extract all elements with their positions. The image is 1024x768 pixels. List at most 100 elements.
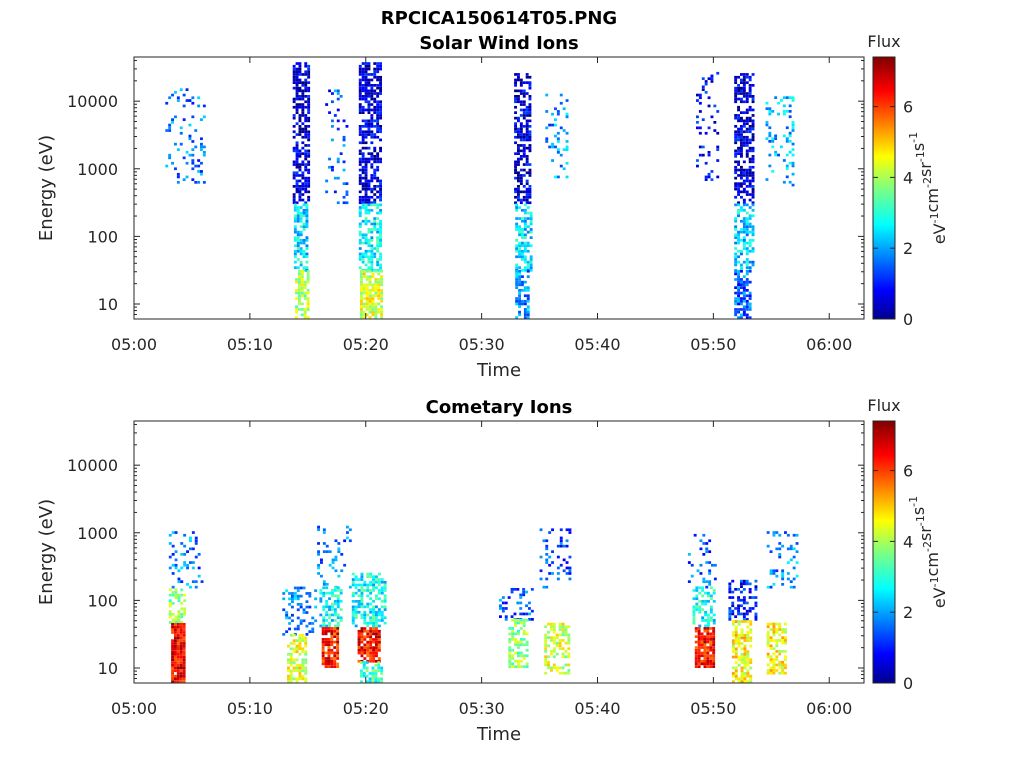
heatmap-cell [360,638,364,641]
heatmap-cell [740,185,743,188]
heatmap-cell [361,133,365,136]
heatmap-cell [379,127,382,131]
heatmap-cell [375,654,378,658]
heatmap-cell [336,613,340,617]
heatmap-cell [508,665,512,668]
heatmap-cell [696,159,699,162]
heatmap-cell [361,160,365,164]
heatmap-cell [171,618,175,622]
heatmap-cell [377,635,381,639]
heatmap-cell [734,228,738,231]
heatmap-cell [380,313,384,317]
heatmap-cell [305,217,309,220]
heatmap-cell [784,639,787,642]
heatmap-cell [367,160,371,164]
heatmap-cell [781,636,785,639]
heatmap-cell [517,146,520,150]
heatmap-cell [369,616,373,620]
heatmap-cell [523,299,527,303]
heatmap-cell [555,666,559,670]
heatmap-cell [559,544,563,548]
heatmap-cell [781,669,785,672]
heatmap-cell [296,627,300,631]
heatmap-cell [292,67,296,71]
heatmap-cell [777,153,780,157]
heatmap-cell [336,108,340,112]
heatmap-cell [292,75,296,79]
heatmap-cell [523,255,527,259]
heatmap-cell [171,653,174,656]
heatmap-cell [702,553,706,556]
heatmap-cell [200,170,203,173]
heatmap-cell [331,594,334,598]
heatmap-cell [745,609,749,613]
heatmap-cell [185,151,189,154]
heatmap-cell [701,619,705,622]
heatmap-cell [740,190,743,194]
heatmap-cell [380,297,384,300]
heatmap-cell [302,239,306,242]
heatmap-cell [558,622,562,626]
heatmap-cell [769,669,773,672]
heatmap-cell [565,539,569,543]
heatmap-cell [700,662,704,666]
heatmap-cell [379,195,382,199]
heatmap-cell [742,275,746,278]
heatmap-cell [567,663,571,667]
heatmap-cell [786,533,790,537]
heatmap-cell [368,294,372,298]
heatmap-cell [325,619,329,622]
heatmap-cell [364,209,368,212]
heatmap-cell [369,638,373,641]
heatmap-cell [376,241,380,245]
heatmap-cell [704,610,707,614]
heatmap-cell [379,103,382,106]
colorbar-gradient-solar-wind [872,56,896,320]
heatmap-cell [373,174,377,177]
heatmap-cell [298,62,302,65]
heatmap-cell [361,252,365,256]
heatmap-cell [740,135,743,139]
heatmap-cell [523,308,527,311]
heatmap-cell [180,607,184,611]
heatmap-cell [179,655,183,659]
heatmap-cell [361,187,365,191]
heatmap-cell [298,195,302,199]
heatmap-cell [305,222,309,226]
heatmap-cell [357,610,361,614]
heatmap-cell [376,111,380,114]
heatmap-cell [556,148,560,151]
heatmap-cell [363,580,367,584]
heatmap-cell [176,623,180,626]
heatmap-cell [299,241,303,245]
heatmap-cell [568,531,572,534]
heatmap-cell [185,161,189,165]
heatmap-cell [363,583,367,587]
heatmap-cell [370,130,374,134]
heatmap-cell [321,648,325,652]
heatmap-cell [754,604,758,608]
heatmap-cell [174,650,177,653]
heatmap-cell [298,286,301,289]
heatmap-cell [331,119,334,123]
heatmap-cell [737,241,740,245]
heatmap-cell [743,663,747,667]
heatmap-cell [565,175,569,179]
heatmap-cell [333,594,337,598]
heatmap-cell [529,217,533,220]
x-tick-label: 05:20 [343,335,389,354]
heatmap-cell [183,533,187,537]
heatmap-cell [377,278,381,281]
heatmap-cell [351,616,355,620]
heatmap-cell [518,230,521,234]
heatmap-cell [780,145,783,149]
x-tick-label: 05:30 [459,335,505,354]
heatmap-cell [376,75,380,79]
heatmap-cell [343,539,347,543]
heatmap-cell [358,176,362,180]
heatmap-cell [197,170,201,173]
heatmap-cell [740,299,743,303]
heatmap-cell [171,650,174,653]
heatmap-cell [376,100,380,104]
x-tick-label: 05:50 [690,699,736,718]
